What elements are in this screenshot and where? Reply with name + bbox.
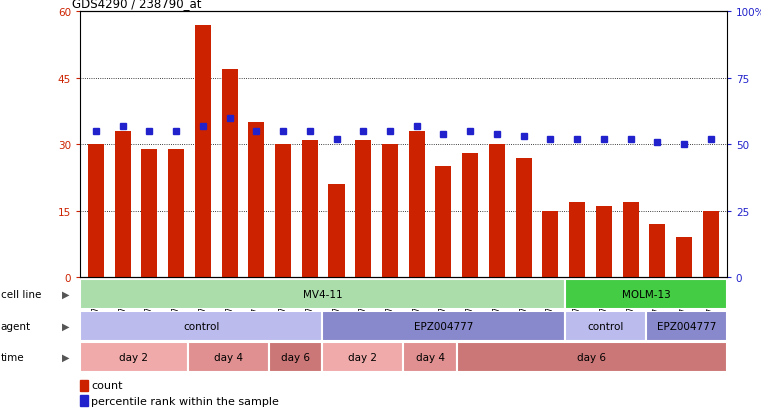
- Bar: [248, 123, 264, 278]
- Text: percentile rank within the sample: percentile rank within the sample: [91, 396, 279, 406]
- Text: EPZ004777: EPZ004777: [657, 321, 716, 331]
- Bar: [622, 202, 638, 278]
- Text: control: control: [587, 321, 624, 331]
- Bar: [457, 342, 727, 372]
- Bar: [80, 342, 188, 372]
- Text: control: control: [183, 321, 219, 331]
- Bar: [188, 342, 269, 372]
- Bar: [543, 211, 559, 278]
- Text: day 6: day 6: [281, 352, 310, 362]
- Text: MV4-11: MV4-11: [303, 290, 342, 299]
- Bar: [221, 70, 237, 278]
- Bar: [596, 207, 612, 278]
- Bar: [355, 140, 371, 278]
- Text: agent: agent: [1, 321, 31, 331]
- Bar: [275, 145, 291, 278]
- Bar: [329, 185, 345, 278]
- Bar: [649, 225, 665, 278]
- Bar: [565, 311, 646, 341]
- Bar: [489, 145, 505, 278]
- Text: time: time: [1, 352, 24, 362]
- Bar: [88, 145, 104, 278]
- Bar: [409, 132, 425, 278]
- Text: day 2: day 2: [119, 352, 148, 362]
- Bar: [142, 150, 158, 278]
- Bar: [435, 167, 451, 278]
- Text: day 2: day 2: [349, 352, 377, 362]
- Bar: [195, 26, 211, 278]
- Bar: [302, 140, 318, 278]
- Bar: [462, 154, 478, 278]
- Bar: [382, 145, 398, 278]
- Text: ▶: ▶: [62, 290, 70, 299]
- Bar: [646, 311, 727, 341]
- Text: EPZ004777: EPZ004777: [414, 321, 473, 331]
- Bar: [323, 311, 565, 341]
- Bar: [702, 211, 718, 278]
- Bar: [115, 132, 131, 278]
- Bar: [80, 396, 88, 406]
- Bar: [269, 342, 323, 372]
- Text: GDS4290 / 238790_at: GDS4290 / 238790_at: [72, 0, 202, 10]
- Text: ▶: ▶: [62, 321, 70, 331]
- Bar: [565, 280, 727, 309]
- Text: day 4: day 4: [416, 352, 444, 362]
- Text: ▶: ▶: [62, 352, 70, 362]
- Bar: [323, 342, 403, 372]
- Bar: [80, 311, 323, 341]
- Text: day 6: day 6: [578, 352, 607, 362]
- Text: cell line: cell line: [1, 290, 41, 299]
- Text: day 4: day 4: [214, 352, 243, 362]
- Text: MOLM-13: MOLM-13: [622, 290, 670, 299]
- Bar: [80, 280, 565, 309]
- Bar: [676, 238, 692, 278]
- Bar: [168, 150, 184, 278]
- Bar: [569, 202, 585, 278]
- Bar: [403, 342, 457, 372]
- Text: count: count: [91, 380, 123, 390]
- Bar: [516, 158, 532, 278]
- Bar: [80, 380, 88, 391]
